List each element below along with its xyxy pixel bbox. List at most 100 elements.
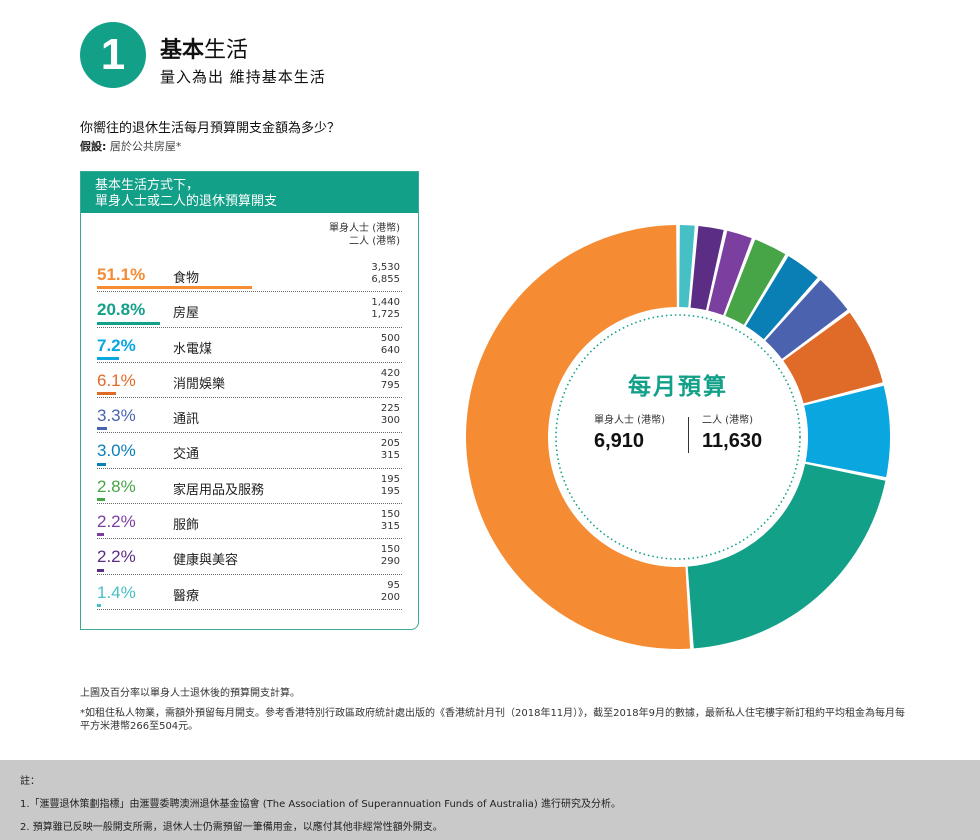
row-value-single: 205 (380, 438, 400, 450)
column-headers: 單身人士 (港幣) 二人 (港幣) (329, 222, 400, 248)
row-values: 420 795 (381, 368, 400, 392)
budget-rows: 51.1% 食物 3,530 6,855 20.8% 房屋 1,440 1,725 7.2% 水電… (97, 257, 402, 610)
panel-title-line2: 單身人士或二人的退休預算開支 (95, 194, 278, 209)
total-single-label: 單身人士 (港幣) (594, 415, 665, 426)
footer-line-1: 1.「滙豐退休策劃指標」由滙豐委聘澳洲退休基金協會 (The Associati… (20, 799, 621, 810)
row-value-couple: 6,855 (371, 274, 400, 285)
panel-header: 基本生活方式下， 單身人士或二人的退休預算開支 (81, 172, 418, 213)
row-category-label: 水電煤 (173, 341, 213, 357)
center-divider (688, 417, 689, 453)
donut-slice (783, 312, 883, 404)
total-couple-block: 二人 (港幣) 11,630 (702, 411, 822, 453)
footer-line-2: 2. 預算雖已反映一般開支所需，退休人士仍需預留一筆備用金，以應付其他非經常性額… (20, 822, 443, 833)
row-percent: 7.2% (97, 335, 136, 355)
total-single-value: 6,910 (594, 430, 645, 452)
row-value-couple: 315 (380, 521, 400, 533)
row-category-label: 通訊 (173, 412, 200, 428)
assumption-label: 假設: (80, 140, 107, 153)
row-value-couple: 200 (380, 591, 400, 603)
row-category-label: 食物 (173, 271, 200, 286)
row-percent: 2.2% (97, 547, 136, 567)
row-category-label: 交通 (173, 447, 200, 463)
row-value-couple: 300 (380, 415, 400, 427)
row-value-couple: 1,725 (371, 309, 400, 321)
row-percent-bar (97, 533, 104, 537)
row-value-couple: 315 (380, 450, 400, 462)
total-couple-value: 11,630 (702, 430, 763, 452)
row-value-couple: 795 (380, 379, 400, 391)
row-values: 95 200 (381, 580, 400, 604)
row-percent: 2.2% (97, 512, 136, 532)
row-values: 3,530 6,855 (371, 262, 400, 286)
row-percent-bar (97, 321, 161, 325)
row-category-label: 消閒娛樂 (173, 376, 226, 392)
section-number-badge: 1 (80, 22, 146, 88)
column-header-single: 單身人士 (港幣) (329, 223, 400, 234)
row-values: 195 195 (381, 474, 400, 498)
row-category-label: 健康與美容 (173, 553, 239, 569)
donut-slice (725, 239, 786, 325)
row-value-single: 3,530 (371, 262, 400, 273)
row-values: 500 640 (381, 333, 400, 357)
donut-slice (765, 279, 848, 359)
section-title-bold: 基本 (160, 38, 205, 63)
row-value-couple: 640 (380, 344, 400, 356)
budget-row: 7.2% 水電煤 500 640 (97, 328, 402, 363)
inner-dotted-ring (555, 314, 801, 560)
section-title-rest: 生活 (204, 38, 249, 63)
budget-row: 3.0% 交通 205 315 (97, 433, 402, 469)
donut-slice (690, 225, 724, 311)
budget-row: 2.2% 健康與美容 150 290 (97, 539, 402, 575)
row-percent: 3.3% (97, 406, 136, 426)
row-percent-bar (97, 286, 252, 290)
donut-chart: 每月預算 單身人士 (港幣) 6,910 二人 (港幣) 11,630 (452, 225, 904, 650)
row-category-label: 房屋 (173, 306, 200, 322)
footer-notes: 註： 1.「滙豐退休策劃指標」由滙豐委聘澳洲退休基金協會 (The Associ… (0, 760, 980, 840)
budget-row: 1.4% 醫療 95 200 (97, 575, 402, 610)
donut-slice (708, 230, 752, 316)
row-value-single: 1,440 (371, 297, 400, 309)
panel-title-line1: 基本生活方式下， (95, 178, 200, 193)
row-percent-bar (97, 603, 102, 607)
note-percentage-basis: 上圖及百分率以單身人士退休後的預算開支計算。 (80, 688, 300, 699)
row-value-single: 420 (380, 367, 400, 379)
donut-slice (679, 225, 695, 308)
row-values: 225 300 (381, 403, 400, 427)
footer-heading: 註： (20, 776, 40, 787)
donut-slice (804, 385, 890, 478)
chart-center-title: 每月預算 (628, 374, 728, 400)
budget-row: 51.1% 食物 3,530 6,855 (97, 257, 402, 293)
donut-slice (687, 463, 886, 649)
row-percent-bar (97, 498, 106, 502)
row-value-single: 225 (380, 403, 400, 415)
row-value-single: 150 (380, 544, 400, 556)
row-value-single: 95 (387, 579, 400, 591)
row-percent-bar (97, 568, 104, 572)
budget-row: 3.3% 通訊 225 300 (97, 398, 402, 434)
row-percent-bar (97, 427, 107, 431)
row-value-couple: 290 (380, 556, 400, 568)
row-value-single: 150 (380, 509, 400, 521)
section-subtitle: 量入為出 維持基本生活 (160, 68, 326, 86)
total-couple-label: 二人 (港幣) (702, 415, 753, 426)
budget-table-panel: 基本生活方式下， 單身人士或二人的退休預算開支 單身人士 (港幣) 二人 (港幣… (80, 171, 419, 630)
row-percent: 51.1% (97, 265, 146, 284)
row-category-label: 醫療 (173, 588, 200, 604)
row-category-label: 服飾 (173, 518, 200, 534)
donut-svg (466, 225, 890, 649)
row-values: 205 315 (381, 438, 400, 462)
row-values: 150 290 (381, 544, 400, 568)
budget-row: 20.8% 房屋 1,440 1,725 (97, 292, 402, 328)
question-text: 你嚮往的退休生活每月預算開支金額為多少？ (80, 121, 341, 136)
row-value-single: 195 (380, 473, 400, 485)
assumption-value: 居於公共房屋* (109, 140, 182, 153)
row-percent-bar (97, 356, 119, 360)
row-value-single: 500 (380, 332, 400, 344)
budget-row: 2.8% 家居用品及服務 195 195 (97, 469, 402, 505)
note-private-rent: *如租住私人物業，需額外預留每月開支。參考香港特別行政區政府統計處出版的《香港統… (80, 708, 905, 732)
column-header-couple: 二人 (港幣) (349, 236, 400, 247)
row-percent: 6.1% (97, 370, 136, 390)
donut-slice (466, 225, 691, 649)
row-category-label: 家居用品及服務 (173, 482, 265, 498)
budget-row: 6.1% 消閒娛樂 420 795 (97, 363, 402, 399)
